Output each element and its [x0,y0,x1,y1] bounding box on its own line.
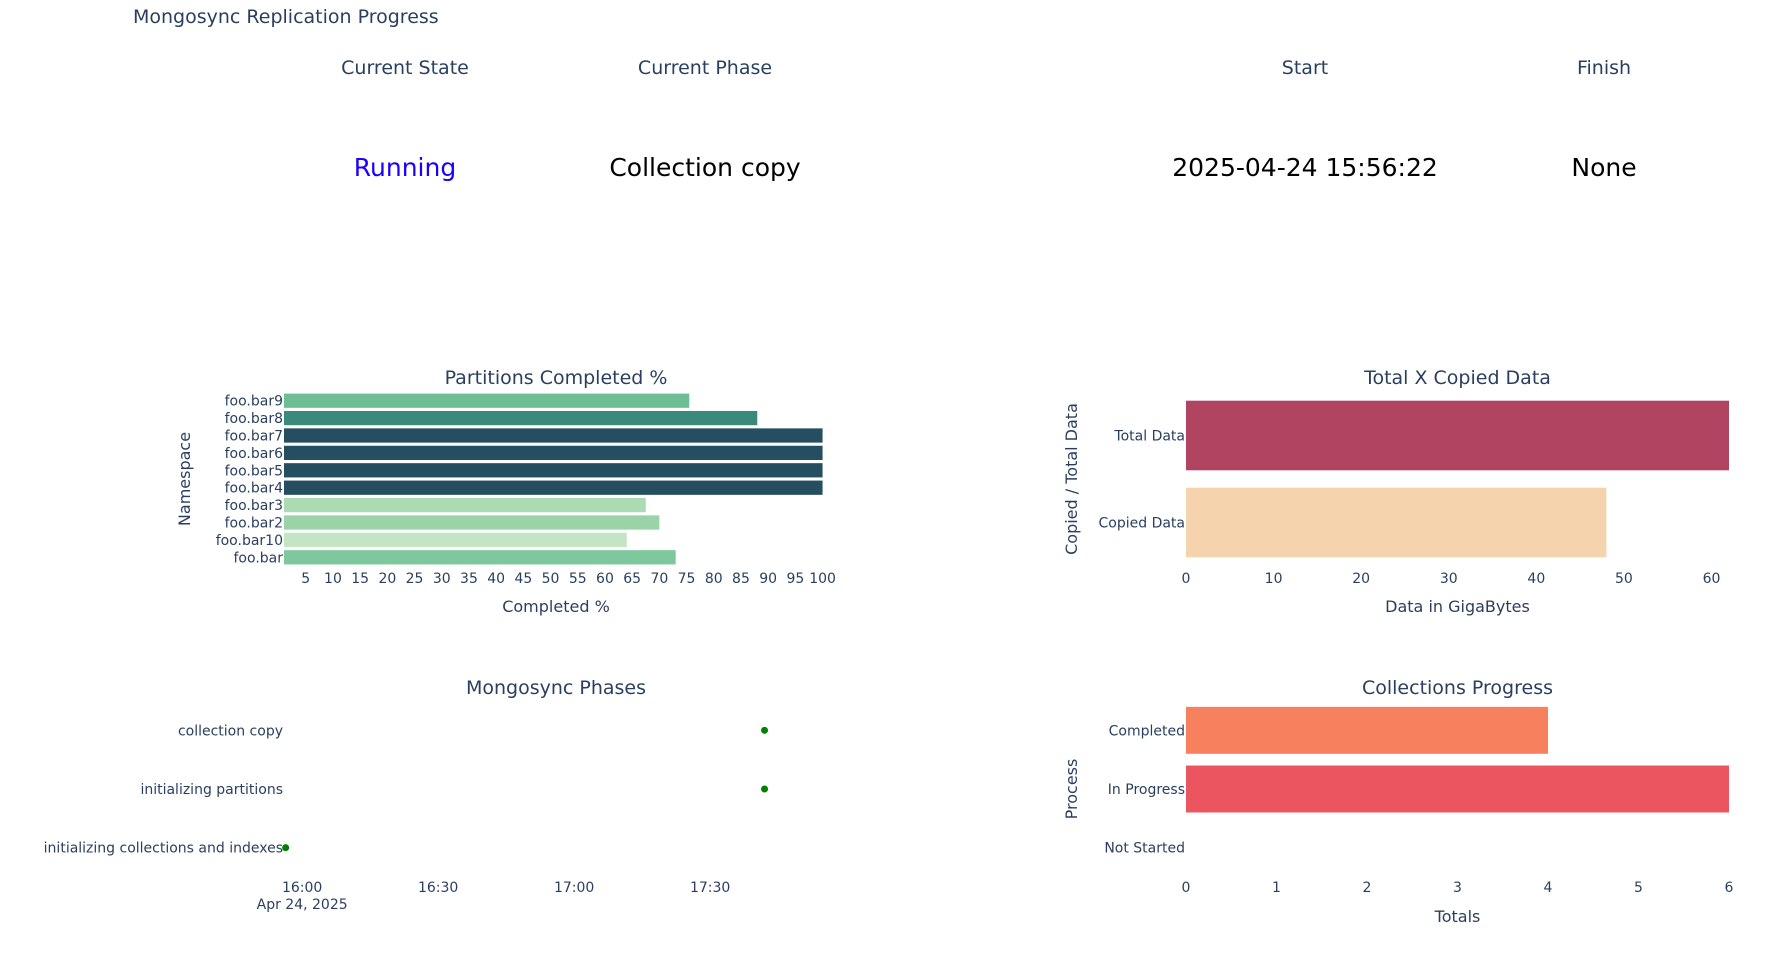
indicator-current-phase-value: Collection copy [609,153,801,182]
phases-x-tick-label: 16:30 [418,880,458,896]
indicator-start-label: Start [1281,57,1329,79]
partitions-category-label: foo.bar6 [225,446,283,462]
total-copied-x-tick-label: 50 [1615,571,1633,587]
partitions-title: Partitions Completed % [445,367,668,389]
partitions-x-tick-label: 15 [351,571,369,587]
partitions-x-tick-label: 25 [406,571,424,587]
collections-progress-title: Collections Progress [1362,677,1553,699]
collections-progress-category-label: In Progress [1108,782,1185,798]
phases-point [761,785,769,793]
partitions-bar [284,428,823,443]
partitions-x-tick-label: 95 [786,571,804,587]
total-copied-x-tick-label: 0 [1182,571,1191,587]
partitions-x-tick-label: 80 [705,571,723,587]
total-copied-x-tick-label: 30 [1440,571,1458,587]
indicator-current-state-value: Running [353,153,457,182]
partitions-category-label: foo.bar5 [225,463,283,479]
total-copied-bar [1186,487,1607,558]
partitions-x-axis-title: Completed % [502,597,610,616]
phases-x-tick-sublabel: Apr 24, 2025 [257,897,348,913]
collections-progress-x-tick-label: 5 [1634,880,1643,896]
total-copied-bar [1186,400,1729,471]
partitions-x-tick-label: 20 [378,571,396,587]
indicator-finish-value: None [1571,153,1637,182]
partitions-x-tick-label: 50 [542,571,560,587]
partitions-x-tick-label: 30 [433,571,451,587]
collections-progress-category-label: Not Started [1104,841,1185,857]
collections-progress-category-label: Completed [1109,723,1185,739]
collections-progress-y-axis-title: Process [1062,759,1081,820]
phases-title: Mongosync Phases [466,677,646,699]
collections-progress-x-tick-label: 3 [1453,880,1462,896]
phases-category-label: initializing partitions [140,782,283,798]
partitions-x-tick-label: 45 [514,571,532,587]
partitions-bar [284,550,676,565]
partitions-x-tick-label: 40 [487,571,505,587]
partitions-x-tick-label: 5 [301,571,310,587]
partitions-category-label: foo.bar9 [225,394,283,410]
partitions-category-label: foo.bar3 [225,498,283,514]
partitions-bar [284,410,758,426]
page-title: Mongosync Replication Progress [133,6,439,28]
collections-progress-x-tick-label: 1 [1272,880,1281,896]
partitions-x-tick-label: 55 [569,571,587,587]
partitions-x-tick-label: 90 [759,571,777,587]
phases-x-tick-label: 17:30 [690,880,730,896]
partitions-bar [284,393,690,408]
collections-progress-bar [1186,765,1729,813]
partitions-bar [284,463,823,478]
phases-x-tick-label: 17:00 [554,880,594,896]
phases-category-label: collection copy [178,723,283,739]
partitions-x-tick-label: 70 [650,571,668,587]
collections-progress-x-tick-label: 0 [1182,880,1191,896]
indicator-current-state-label: Current State [341,57,469,79]
phases-category-label: initializing collections and indexes [44,841,283,857]
partitions-y-axis-title: Namespace [175,432,194,526]
total-copied-category-label: Copied Data [1099,516,1186,532]
total-copied-y-axis-title: Copied / Total Data [1062,403,1081,555]
partitions-bar [284,515,660,530]
indicator-current-phase-label: Current Phase [637,57,773,79]
collections-progress-x-tick-label: 6 [1725,880,1734,896]
partitions-bar [284,445,823,461]
partitions-x-tick-label: 100 [809,571,836,587]
partitions-x-tick-label: 75 [678,571,696,587]
total-copied-x-tick-label: 40 [1527,571,1545,587]
collections-progress-bar [1186,706,1548,754]
partitions-x-tick-label: 85 [732,571,750,587]
collections-progress-x-tick-label: 2 [1363,880,1372,896]
partitions-category-label: foo.bar2 [225,516,283,532]
collections-progress-x-tick-label: 4 [1544,880,1553,896]
partitions-bar [284,497,646,513]
indicator-finish-label: Finish [1576,57,1632,79]
total-copied-title: Total X Copied Data [1363,367,1551,389]
partitions-bar [284,532,627,548]
partitions-category-label: foo.bar [234,550,284,566]
total-copied-category-label: Total Data [1113,429,1185,445]
partitions-x-tick-label: 10 [324,571,342,587]
total-copied-x-tick-label: 60 [1703,571,1721,587]
phases-point [761,726,769,734]
partitions-x-tick-label: 65 [623,571,641,587]
partitions-category-label: foo.bar4 [225,481,283,497]
partitions-category-label: foo.bar7 [225,429,283,445]
total-copied-x-axis-title: Data in GigaBytes [1385,597,1530,616]
indicator-start-value: 2025-04-24 15:56:22 [1172,153,1438,182]
phases-point [282,844,290,852]
phases-x-tick-label: 16:00 [282,880,322,896]
partitions-category-label: foo.bar10 [216,533,283,549]
total-copied-x-tick-label: 20 [1352,571,1370,587]
collections-progress-x-axis-title: Totals [1434,907,1481,926]
partitions-x-tick-label: 35 [460,571,478,587]
total-copied-x-tick-label: 10 [1265,571,1283,587]
partitions-x-tick-label: 60 [596,571,614,587]
partitions-bar [284,480,823,495]
partitions-category-label: foo.bar8 [225,411,283,427]
